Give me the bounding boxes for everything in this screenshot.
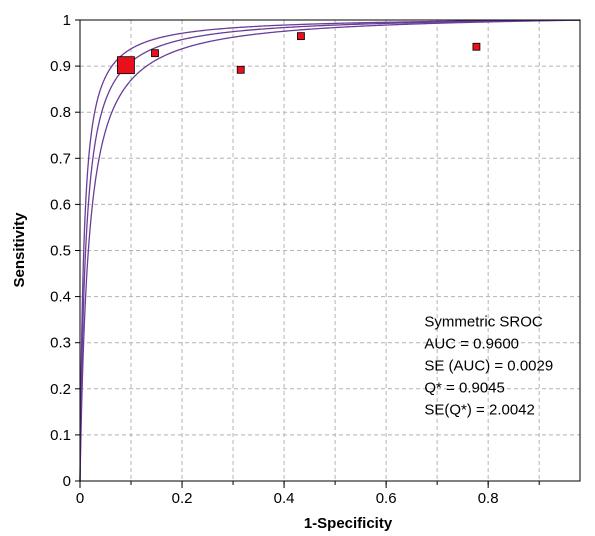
annotation-line: SE (AUC) = 0.0029 <box>424 358 553 375</box>
x-tick-label: 0.8 <box>478 490 499 507</box>
y-tick-label: 0.1 <box>50 427 71 444</box>
annotation-line: Symmetric SROC <box>424 314 543 331</box>
y-tick-label: 0.8 <box>50 104 71 121</box>
y-tick-label: 0.6 <box>50 196 71 213</box>
sroc-curve-fitted <box>79 19 581 481</box>
annotation-line: Q* = 0.9045 <box>424 380 504 397</box>
sroc-curves <box>79 19 581 481</box>
y-tick-label: 0.7 <box>50 150 71 167</box>
x-tick-label: 0.6 <box>376 490 397 507</box>
y-tick-label: 0.9 <box>50 58 71 75</box>
annotation-line: SE(Q*) = 2.0042 <box>424 402 534 419</box>
sroc-curve-lower-bound <box>79 19 581 481</box>
study-point <box>472 42 481 51</box>
x-axis-title: 1-Specificity <box>304 515 393 532</box>
study-point <box>297 32 305 41</box>
study-point <box>117 56 135 75</box>
y-tick-label: 0.2 <box>50 381 71 398</box>
study-points <box>117 32 481 75</box>
y-tick-label: 1 <box>63 12 71 29</box>
study-point <box>236 65 245 74</box>
y-tick-label: 0.5 <box>50 243 71 260</box>
y-tick-label: 0 <box>63 473 71 490</box>
grid-lines <box>80 20 580 481</box>
y-axis-title: Sensitivity <box>11 212 28 288</box>
axis-ticks: 0 0.1 0.2 0.3 0.4 0.5 0.6 0.7 0.8 0.9 1 0 0.2 0.4 0.6 0… <box>50 12 540 507</box>
sroc-curve-upper-bound <box>79 19 581 481</box>
x-tick-label: 0.2 <box>172 490 193 507</box>
y-tick-label: 0.3 <box>50 335 71 352</box>
x-tick-label: 0 <box>76 490 84 507</box>
study-point <box>151 49 159 58</box>
x-tick-label: 0.4 <box>274 490 295 507</box>
sroc-annotation: Symmetric SROC AUC = 0.9600 SE (AUC) = 0.0… <box>424 314 553 419</box>
y-tick-label: 0.4 <box>50 289 71 306</box>
annotation-line: AUC = 0.9600 <box>424 336 519 353</box>
